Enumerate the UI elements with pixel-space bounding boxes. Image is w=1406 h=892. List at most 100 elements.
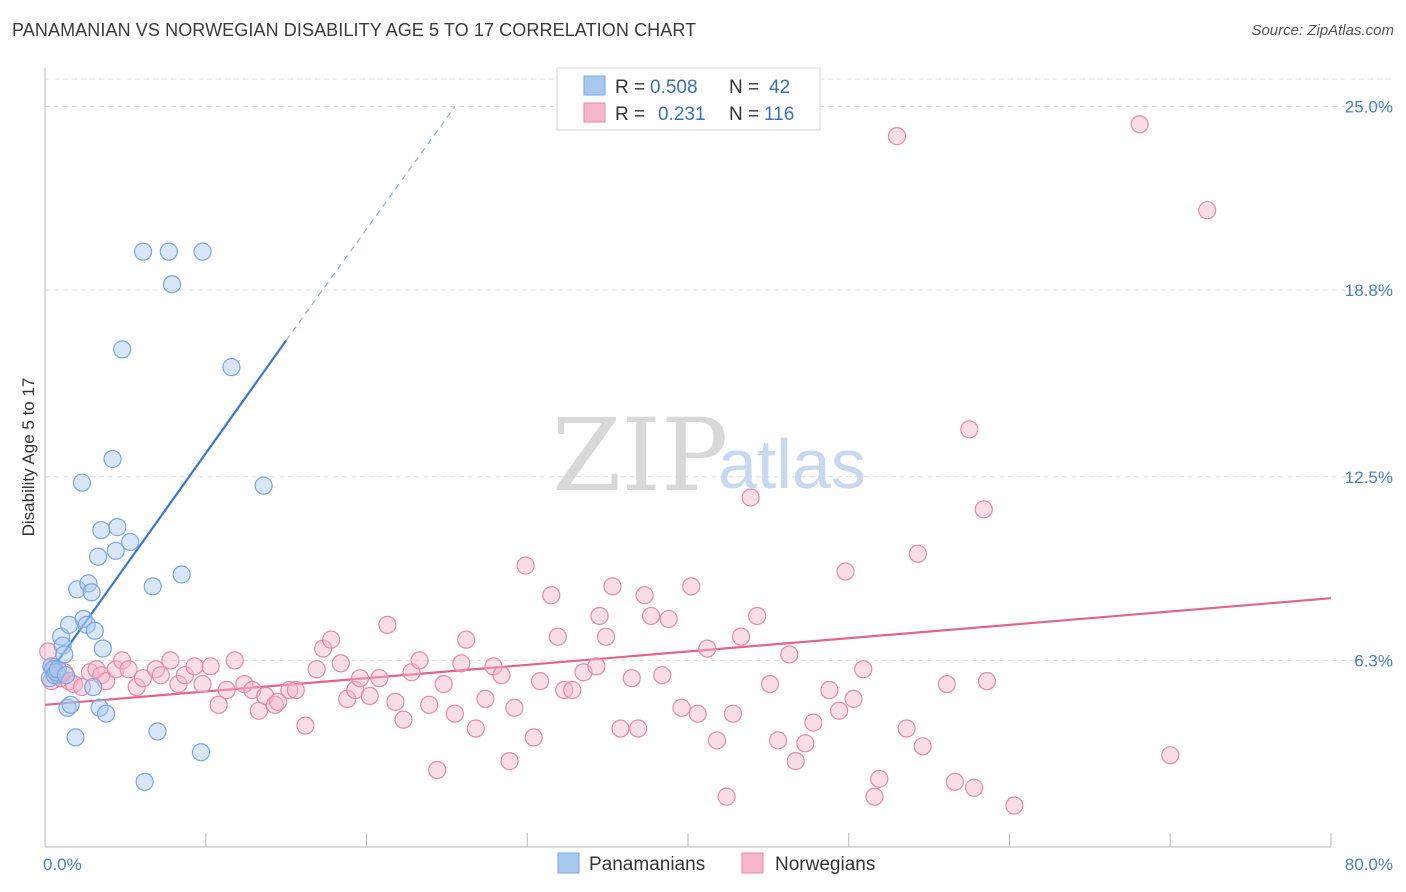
point-norwegians: [731, 627, 751, 646]
legend-r-value-1: 0.508: [650, 77, 698, 98]
point-norwegians: [768, 731, 788, 750]
point-norwegians: [476, 689, 495, 709]
point-norwegians: [836, 562, 855, 581]
point-norwegians: [331, 654, 350, 673]
point-norwegians: [748, 606, 767, 626]
point-panamanians: [96, 704, 116, 723]
point-norwegians: [596, 627, 616, 646]
point-panamanians: [92, 520, 111, 540]
point-norwegians: [804, 713, 823, 732]
point-panamanians: [56, 666, 75, 685]
point-norwegians: [280, 680, 299, 700]
point-norwegians: [286, 680, 305, 700]
bottom-legend: Panamanians Norwegians: [557, 852, 875, 875]
point-panamanians: [82, 583, 101, 602]
point-norwegians: [452, 654, 471, 673]
point-panamanians: [254, 476, 273, 495]
x-tick-marks: [44, 833, 1332, 847]
point-norwegians: [870, 769, 889, 788]
point-norwegians: [457, 630, 476, 649]
point-norwegians: [635, 586, 654, 605]
point-norwegians: [603, 577, 622, 596]
point-panamanians: [172, 565, 191, 584]
point-norwegians: [420, 695, 439, 714]
point-norwegians: [516, 556, 535, 575]
point-norwegians: [1005, 796, 1024, 815]
point-norwegians: [466, 719, 485, 738]
point-norwegians: [622, 669, 641, 688]
point-norwegians: [185, 657, 204, 676]
point-norwegians: [378, 615, 397, 634]
point-norwegians: [268, 692, 288, 711]
point-norwegians: [563, 680, 582, 700]
point-panamanians: [84, 677, 103, 697]
trend-line-extension-panamanians: [285, 106, 456, 341]
point-norwegians: [723, 704, 743, 723]
point-panamanians: [193, 242, 212, 261]
point-norwegians: [830, 701, 849, 720]
point-norwegians: [796, 734, 815, 753]
legend-n-label-2: N =: [729, 104, 759, 125]
point-norwegians: [161, 651, 180, 670]
point-norwegians: [887, 127, 907, 146]
gridlines: [45, 78, 1393, 661]
point-norwegians: [820, 680, 839, 700]
point-norwegians: [434, 674, 453, 694]
point-norwegians: [542, 586, 561, 605]
point-norwegians: [780, 645, 799, 664]
y-tick-label: 6.3%: [1354, 651, 1393, 670]
watermark: ZIP atlas: [552, 397, 866, 514]
point-panamanians: [108, 518, 127, 537]
point-norwegians: [1130, 115, 1149, 134]
point-norwegians: [688, 704, 707, 723]
point-panamanians: [72, 473, 92, 492]
point-norwegians: [937, 674, 956, 694]
point-norwegians: [360, 686, 379, 706]
point-panamanians: [191, 743, 211, 762]
point-norwegians: [548, 627, 567, 646]
point-norwegians: [786, 752, 805, 771]
point-norwegians: [193, 674, 212, 694]
point-norwegians: [500, 752, 519, 771]
point-norwegians: [741, 488, 760, 507]
point-norwegians: [717, 787, 736, 806]
watermark-zip: ZIP: [552, 397, 728, 514]
point-norwegians: [1161, 746, 1180, 765]
point-norwegians: [265, 695, 284, 714]
legend-n-value-2: 116: [764, 104, 794, 125]
point-panamanians: [222, 358, 241, 377]
point-panamanians: [103, 449, 122, 469]
bottom-legend-label-norwegians: Norwegians: [775, 854, 875, 875]
point-norwegians: [897, 719, 916, 738]
point-norwegians: [350, 669, 370, 688]
point-norwegians: [682, 577, 701, 596]
point-panamanians: [143, 577, 162, 596]
point-norwegians: [854, 660, 873, 679]
point-panamanians: [159, 242, 178, 261]
point-norwegians: [505, 698, 524, 717]
point-norwegians: [386, 692, 405, 711]
y-axis-label: Disability Age 5 to 17: [19, 378, 38, 537]
point-norwegians: [590, 606, 609, 626]
point-norwegians: [611, 719, 630, 738]
x-tick-label: 0.0%: [43, 855, 82, 874]
point-norwegians: [659, 609, 678, 629]
legend-n-value-1: 42: [769, 77, 790, 98]
point-norwegians: [865, 787, 884, 806]
point-norwegians: [629, 719, 648, 738]
point-norwegians: [707, 731, 727, 750]
chart-title: PANAMANIAN VS NORWEGIAN DISABILITY AGE 5…: [12, 20, 697, 40]
point-panamanians: [58, 698, 77, 717]
point-norwegians: [146, 660, 166, 679]
point-panamanians: [68, 580, 87, 599]
y-tick-label: 18.8%: [1345, 281, 1393, 300]
point-norwegians: [698, 639, 717, 658]
point-norwegians: [531, 672, 550, 691]
chart-source: Source: ZipAtlas.com: [1251, 22, 1394, 39]
point-norwegians: [225, 651, 244, 670]
point-panamanians: [135, 772, 154, 791]
point-panamanians: [85, 621, 104, 640]
point-norwegians: [653, 666, 672, 685]
point-norwegians: [296, 716, 315, 735]
